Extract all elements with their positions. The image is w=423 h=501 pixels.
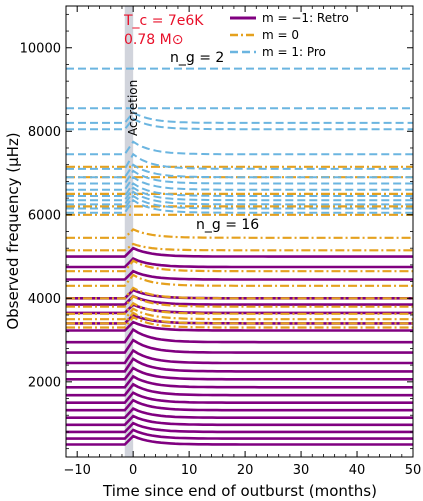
series-line [66, 315, 413, 329]
series-line [66, 286, 413, 300]
series-line [66, 186, 413, 202]
legend-label-m0: m = 0 [262, 28, 299, 42]
series-line [66, 294, 413, 308]
series-line [66, 428, 413, 440]
series-line [66, 434, 413, 446]
annotation-tc: T_c = 7e6K [123, 13, 204, 29]
series-line [66, 257, 413, 269]
annotation-mass: 0.78 M⊙ [124, 32, 183, 48]
plot-background [66, 6, 413, 457]
x-tick-label: −10 [63, 463, 90, 478]
x-tick-label: 0 [129, 463, 137, 478]
x-tick-label: 50 [405, 463, 422, 478]
series-line [66, 117, 413, 131]
series-line [66, 398, 413, 412]
y-tick-label: 6000 [28, 208, 61, 223]
x-tick-label: 20 [237, 463, 254, 478]
annotation-ng-high: n_g = 16 [196, 217, 259, 233]
y-tick-label: 2000 [28, 375, 61, 390]
series-line [66, 190, 413, 206]
y-tick-label: 8000 [28, 125, 61, 140]
series-line [66, 311, 413, 325]
series-line [66, 242, 413, 252]
series-line [66, 338, 413, 354]
series-line [66, 140, 413, 156]
x-tick-label: 10 [181, 463, 198, 478]
series-line [66, 301, 413, 315]
series-line [66, 391, 413, 404]
series-line [66, 259, 413, 273]
annotation-ng-low: n_g = 2 [170, 50, 224, 66]
series-line [66, 407, 413, 419]
x-axis-label: Time since end of outburst (months) [102, 482, 377, 500]
accretion-label: Accretion [126, 80, 140, 136]
series-line [66, 194, 413, 210]
series-line [66, 307, 413, 321]
series-line [66, 169, 413, 185]
series-line [66, 327, 413, 344]
series-line [66, 198, 413, 214]
series-line [66, 269, 413, 281]
series-line [66, 320, 413, 332]
x-tick-label: 30 [293, 463, 310, 478]
series-line [66, 357, 413, 373]
legend-label-pro: m = 1: Pro [262, 45, 326, 59]
series-line [66, 228, 413, 239]
series-line [66, 163, 413, 179]
series-line [66, 246, 413, 258]
y-tick-label: 10000 [20, 41, 61, 56]
series-line [66, 348, 413, 365]
series-line [66, 273, 413, 287]
series-line [66, 366, 413, 381]
series-line [66, 294, 413, 306]
series-line [66, 414, 413, 427]
series-line [66, 175, 413, 191]
series-line [66, 111, 413, 124]
y-tick-label: 4000 [28, 292, 61, 307]
accretion-band [124, 6, 134, 457]
series-line [66, 421, 413, 434]
series-line [66, 382, 413, 397]
series-line [66, 182, 413, 197]
legend-label-retro: m = −1: Retro [262, 11, 349, 25]
x-tick-label: 40 [349, 463, 366, 478]
y-axis-label: Observed frequency (μHz) [4, 132, 22, 329]
series-line [66, 374, 413, 389]
legend: m = −1: Retro m = 0 m = 1: Pro [230, 11, 349, 59]
